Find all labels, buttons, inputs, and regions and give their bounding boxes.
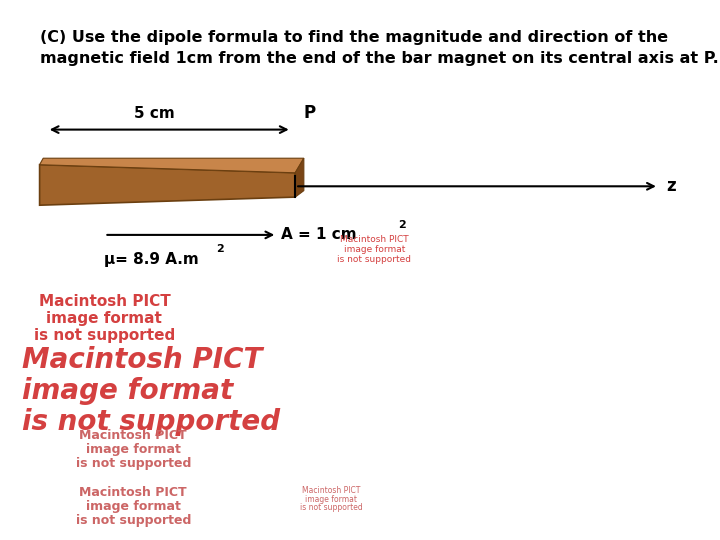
Polygon shape [295,158,304,197]
Text: P: P [304,104,315,122]
Text: is not supported: is not supported [338,255,411,264]
Text: magnetic field 1cm from the end of the bar magnet on its central axis at P.: magnetic field 1cm from the end of the b… [40,51,719,66]
Text: 5 cm: 5 cm [135,106,175,122]
Polygon shape [40,165,295,205]
Text: image format: image format [343,245,405,254]
Text: Macintosh PICT: Macintosh PICT [302,486,361,495]
Text: Macintosh PICT: Macintosh PICT [79,486,187,499]
Text: Macintosh PICT: Macintosh PICT [79,429,187,442]
Text: 2: 2 [216,245,224,254]
Text: image format: image format [22,376,233,404]
Text: is not supported: is not supported [34,328,175,343]
Text: image format: image format [305,495,357,503]
Text: μ= 8.9 A.m: μ= 8.9 A.m [104,252,199,267]
Text: image format: image format [86,500,181,513]
Text: image format: image format [86,443,181,456]
Text: Macintosh PICT: Macintosh PICT [340,235,409,244]
Text: z: z [666,177,675,195]
Text: A = 1 cm: A = 1 cm [281,227,356,242]
Polygon shape [40,158,304,173]
Text: Macintosh PICT: Macintosh PICT [22,346,262,374]
Text: is not supported: is not supported [22,408,280,436]
Text: is not supported: is not supported [300,503,363,512]
Text: image format: image format [47,312,162,326]
Text: is not supported: is not supported [76,457,191,470]
Text: 2: 2 [398,220,406,230]
Text: (C) Use the dipole formula to find the magnitude and direction of the: (C) Use the dipole formula to find the m… [40,30,667,45]
Text: Macintosh PICT: Macintosh PICT [39,294,170,309]
Text: is not supported: is not supported [76,514,191,527]
